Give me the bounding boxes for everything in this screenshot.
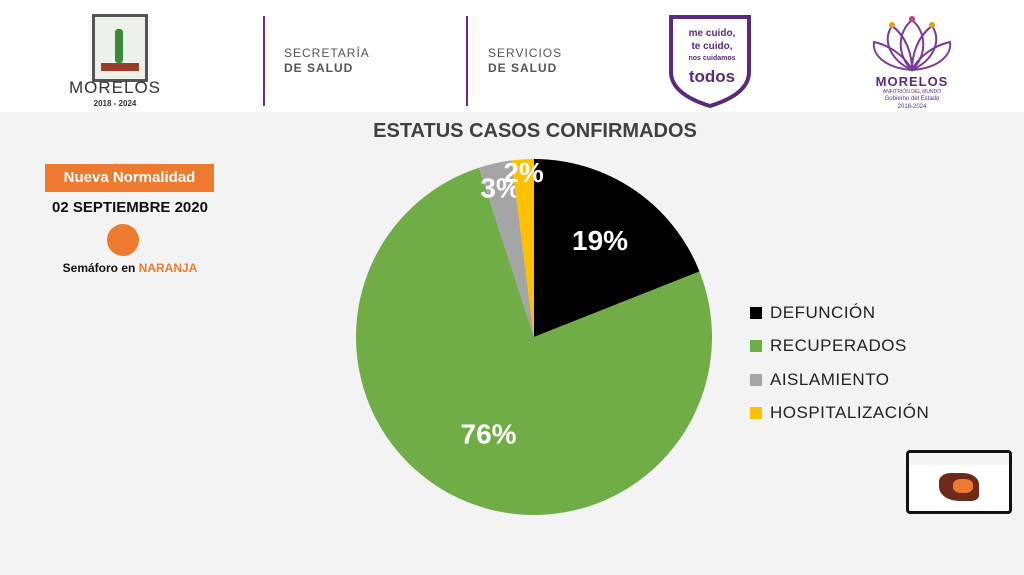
- legend-item: DEFUNCIÓN: [750, 296, 929, 330]
- morelos-coat-of-arms-icon: [92, 14, 148, 82]
- legend-swatch: [750, 373, 762, 386]
- signal-prefix: Semáforo en: [62, 261, 136, 275]
- slide-thumbnail[interactable]: [906, 450, 1012, 514]
- pie-slice: [511, 159, 534, 337]
- gov-years: 2018-2024: [897, 104, 927, 110]
- dept2-top: SERVICIOS: [488, 46, 563, 60]
- campaign-line-2: te cuido,: [691, 41, 732, 52]
- dept1-bottom: DE SALUD: [284, 61, 354, 75]
- slice-label: 2%: [503, 157, 544, 188]
- campaign-shield-logo: me cuido, te cuido, nos cuidamos todos: [669, 15, 751, 108]
- legend-item: RECUPERADOS: [750, 330, 929, 364]
- pie-slice: [478, 160, 534, 337]
- pie-slice: [356, 167, 712, 515]
- legend-swatch: [750, 407, 762, 420]
- gov-subtitle: Gobierno del Estado: [884, 96, 940, 102]
- state-name: MORELOS: [68, 78, 162, 97]
- legend-item: AISLAMIENTO: [750, 363, 929, 397]
- pie-slice: [534, 159, 700, 337]
- slice-label: 76%: [461, 419, 517, 450]
- pie-chart: 19%76%3%2%: [356, 157, 712, 515]
- legend-label: AISLAMIENTO: [770, 369, 890, 389]
- campaign-line-4: todos: [689, 67, 735, 86]
- legend-item: HOSPITALIZACIÓN: [750, 397, 929, 431]
- divider: [466, 16, 468, 106]
- traffic-light-icon: [107, 224, 139, 256]
- lotus-logo-icon: [872, 16, 952, 72]
- chart-legend: DEFUNCIÓN RECUPERADOS AISLAMIENTO HOSPITALI…: [750, 296, 929, 430]
- campaign-line-1: me cuido,: [689, 28, 736, 39]
- gov-name: MORELOS: [875, 74, 949, 89]
- legend-label: HOSPITALIZACIÓN: [770, 403, 930, 423]
- phase-badge: Nueva Normalidad: [45, 164, 214, 192]
- campaign-line-3: nos cuidamos: [688, 55, 735, 62]
- chart-title: ESTATUS CASOS CONFIRMADOS: [373, 120, 697, 142]
- gov-tagline: ANFITRIÓN DEL MUNDO: [882, 89, 942, 95]
- legend-swatch: [750, 306, 762, 319]
- dept1-top: SECRETARÍA: [284, 46, 370, 60]
- slice-label: 19%: [572, 225, 628, 256]
- divider: [263, 16, 265, 106]
- state-years: 2018 - 2024: [93, 99, 137, 108]
- signal-status: Semáforo en NARANJA: [30, 261, 230, 275]
- legend-label: RECUPERADOS: [770, 336, 907, 356]
- dept2-bottom: DE SALUD: [488, 61, 558, 75]
- signal-color-word: NARANJA: [138, 261, 198, 275]
- report-date: 02 SEPTIEMBRE 2020: [52, 199, 208, 216]
- legend-swatch: [750, 340, 762, 353]
- header-banner: MORELOS 2018 - 2024 SECRETARÍA DE SALUD …: [0, 0, 1024, 112]
- legend-label: DEFUNCIÓN: [770, 302, 876, 322]
